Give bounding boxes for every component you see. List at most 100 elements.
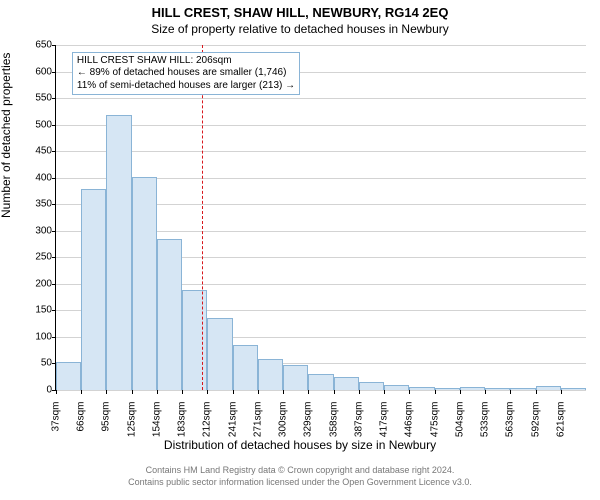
ytick-label: 300 bbox=[35, 225, 52, 236]
chart-container: { "title": "HILL CREST, SHAW HILL, NEWBU… bbox=[0, 0, 600, 500]
ytick-label: 150 bbox=[35, 305, 52, 316]
xtick-mark bbox=[460, 390, 461, 394]
xtick-label: 95sqm bbox=[101, 402, 112, 432]
xtick-label: 417sqm bbox=[379, 402, 390, 438]
xtick-label: 37sqm bbox=[51, 402, 62, 432]
ytick-mark bbox=[52, 178, 56, 179]
xtick-mark bbox=[157, 390, 158, 394]
xtick-label: 300sqm bbox=[278, 402, 289, 438]
attribution-line-1: Contains HM Land Registry data © Crown c… bbox=[0, 465, 600, 477]
ytick-mark bbox=[52, 72, 56, 73]
ytick-label: 200 bbox=[35, 278, 52, 289]
xtick-mark bbox=[207, 390, 208, 394]
ytick-mark bbox=[52, 151, 56, 152]
histogram-bar bbox=[56, 362, 81, 390]
histogram-bar bbox=[334, 377, 359, 390]
gridline bbox=[56, 151, 586, 152]
ytick-mark bbox=[52, 310, 56, 311]
ytick-mark bbox=[52, 284, 56, 285]
annotation-line-1: HILL CREST SHAW HILL: 206sqm bbox=[77, 55, 295, 68]
gridline bbox=[56, 98, 586, 99]
xtick-mark bbox=[106, 390, 107, 394]
histogram-bar bbox=[233, 345, 258, 390]
ytick-label: 450 bbox=[35, 146, 52, 157]
ytick-label: 550 bbox=[35, 93, 52, 104]
histogram-bar bbox=[207, 318, 232, 390]
ytick-label: 100 bbox=[35, 331, 52, 342]
xtick-label: 592sqm bbox=[530, 402, 541, 438]
plot-area: 0501001502002503003504004505005506006503… bbox=[55, 45, 586, 391]
xtick-label: 329sqm bbox=[303, 402, 314, 438]
histogram-bar bbox=[182, 290, 207, 390]
ytick-label: 50 bbox=[41, 358, 52, 369]
ytick-label: 500 bbox=[35, 119, 52, 130]
xtick-mark bbox=[561, 390, 562, 394]
xtick-mark bbox=[81, 390, 82, 394]
ytick-mark bbox=[52, 257, 56, 258]
histogram-bar bbox=[409, 387, 434, 390]
histogram-bar bbox=[435, 388, 460, 390]
histogram-bar bbox=[359, 382, 384, 390]
histogram-bar bbox=[460, 387, 485, 390]
ytick-mark bbox=[52, 98, 56, 99]
histogram-bar bbox=[384, 385, 409, 390]
histogram-bar bbox=[132, 177, 157, 390]
attribution: Contains HM Land Registry data © Crown c… bbox=[0, 465, 600, 488]
xtick-label: 154sqm bbox=[151, 402, 162, 438]
xtick-label: 387sqm bbox=[353, 402, 364, 438]
xtick-mark bbox=[334, 390, 335, 394]
xtick-mark bbox=[536, 390, 537, 394]
xtick-label: 125sqm bbox=[126, 402, 137, 438]
gridline bbox=[56, 45, 586, 46]
gridline bbox=[56, 125, 586, 126]
xtick-mark bbox=[409, 390, 410, 394]
xtick-mark bbox=[384, 390, 385, 394]
xtick-label: 563sqm bbox=[505, 402, 516, 438]
xtick-label: 66sqm bbox=[76, 402, 87, 432]
xtick-label: 183sqm bbox=[177, 402, 188, 438]
chart-title: HILL CREST, SHAW HILL, NEWBURY, RG14 2EQ bbox=[0, 5, 600, 20]
xtick-mark bbox=[258, 390, 259, 394]
attribution-line-2: Contains public sector information licen… bbox=[0, 477, 600, 489]
histogram-bar bbox=[308, 374, 333, 390]
xtick-mark bbox=[182, 390, 183, 394]
histogram-bar bbox=[561, 388, 586, 390]
xtick-mark bbox=[132, 390, 133, 394]
gridline bbox=[56, 390, 586, 391]
ytick-label: 650 bbox=[35, 40, 52, 51]
xtick-mark bbox=[359, 390, 360, 394]
xtick-mark bbox=[485, 390, 486, 394]
ytick-label: 600 bbox=[35, 66, 52, 77]
xtick-label: 212sqm bbox=[202, 402, 213, 438]
histogram-bar bbox=[106, 115, 131, 390]
ytick-label: 350 bbox=[35, 199, 52, 210]
ytick-label: 0 bbox=[46, 385, 52, 396]
xtick-mark bbox=[308, 390, 309, 394]
y-axis-label: Number of detached properties bbox=[0, 52, 13, 217]
ytick-mark bbox=[52, 231, 56, 232]
xtick-label: 358sqm bbox=[328, 402, 339, 438]
histogram-bar bbox=[485, 388, 510, 390]
histogram-bar bbox=[510, 388, 535, 390]
xtick-label: 504sqm bbox=[454, 402, 465, 438]
ytick-label: 250 bbox=[35, 252, 52, 263]
histogram-bar bbox=[81, 189, 106, 390]
x-axis-label: Distribution of detached houses by size … bbox=[0, 438, 600, 452]
histogram-bar bbox=[283, 365, 308, 390]
ytick-mark bbox=[52, 45, 56, 46]
annotation-line-3: 11% of semi-detached houses are larger (… bbox=[77, 80, 295, 93]
reference-line bbox=[202, 45, 203, 390]
xtick-mark bbox=[283, 390, 284, 394]
xtick-label: 271sqm bbox=[252, 402, 263, 438]
xtick-label: 475sqm bbox=[429, 402, 440, 438]
xtick-label: 241sqm bbox=[227, 402, 238, 438]
ytick-label: 400 bbox=[35, 172, 52, 183]
histogram-bar bbox=[258, 359, 283, 390]
annotation-box: HILL CREST SHAW HILL: 206sqm ← 89% of de… bbox=[72, 52, 300, 96]
ytick-mark bbox=[52, 125, 56, 126]
histogram-bar bbox=[536, 386, 561, 390]
xtick-mark bbox=[510, 390, 511, 394]
chart-subtitle: Size of property relative to detached ho… bbox=[0, 22, 600, 36]
ytick-mark bbox=[52, 337, 56, 338]
xtick-label: 446sqm bbox=[404, 402, 415, 438]
